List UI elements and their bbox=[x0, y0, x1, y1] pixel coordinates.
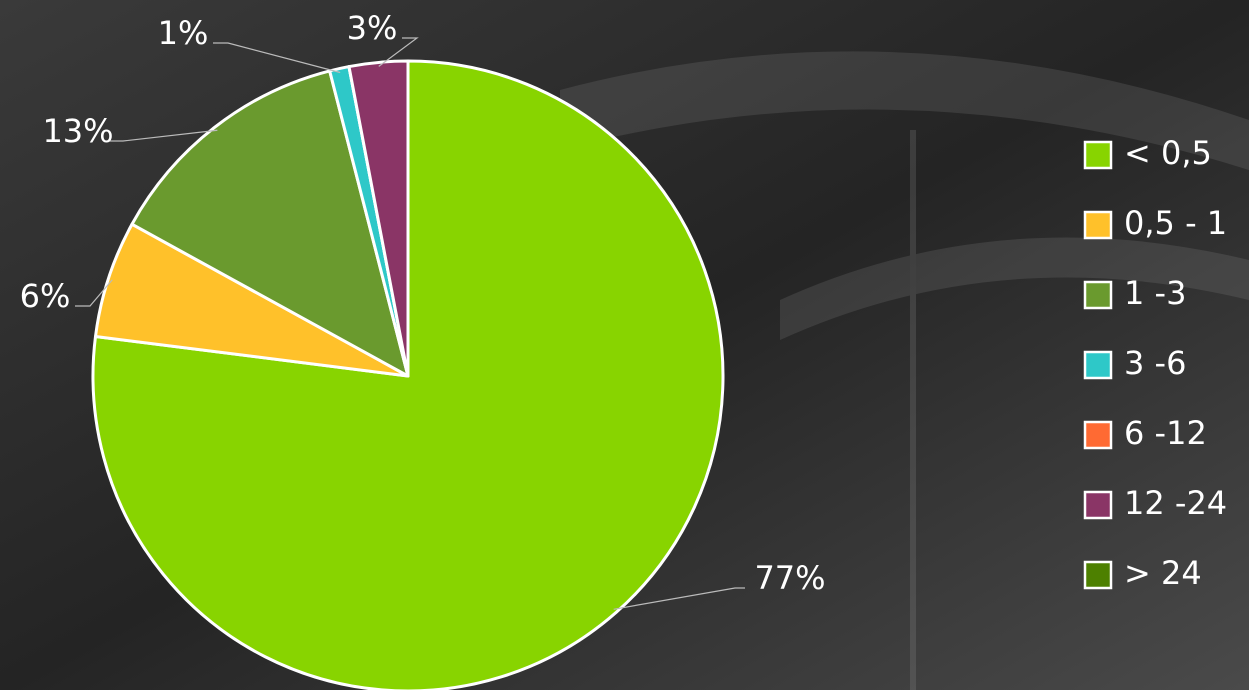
legend-swatch bbox=[1085, 562, 1111, 588]
legend-label: 1 -3 bbox=[1124, 274, 1186, 312]
chart: 77% 6% 13% 1% 3% < 0,5 0,5 - 1 1 -3 3 -6 6 -12 12 … bbox=[0, 0, 1249, 690]
legend-swatch bbox=[1085, 422, 1111, 448]
legend-label: 0,5 - 1 bbox=[1124, 204, 1227, 242]
legend-swatch bbox=[1085, 142, 1111, 168]
page: 77% 6% 13% 1% 3% < 0,5 0,5 - 1 1 -3 3 -6 6 -12 12 … bbox=[0, 0, 1249, 690]
legend-label: > 24 bbox=[1124, 554, 1202, 592]
legend-swatch bbox=[1085, 282, 1111, 308]
legend-label: 3 -6 bbox=[1124, 344, 1186, 382]
legend-label: 12 -24 bbox=[1124, 484, 1227, 522]
data-label: 77% bbox=[754, 559, 825, 597]
legend-label: < 0,5 bbox=[1124, 134, 1212, 172]
legend-label: 6 -12 bbox=[1124, 414, 1207, 452]
data-label: 6% bbox=[20, 277, 71, 315]
data-label: 1% bbox=[158, 14, 209, 52]
legend-swatch bbox=[1085, 212, 1111, 238]
data-label: 13% bbox=[42, 112, 113, 150]
data-label: 3% bbox=[347, 9, 398, 47]
legend-swatch bbox=[1085, 352, 1111, 378]
legend-swatch bbox=[1085, 492, 1111, 518]
